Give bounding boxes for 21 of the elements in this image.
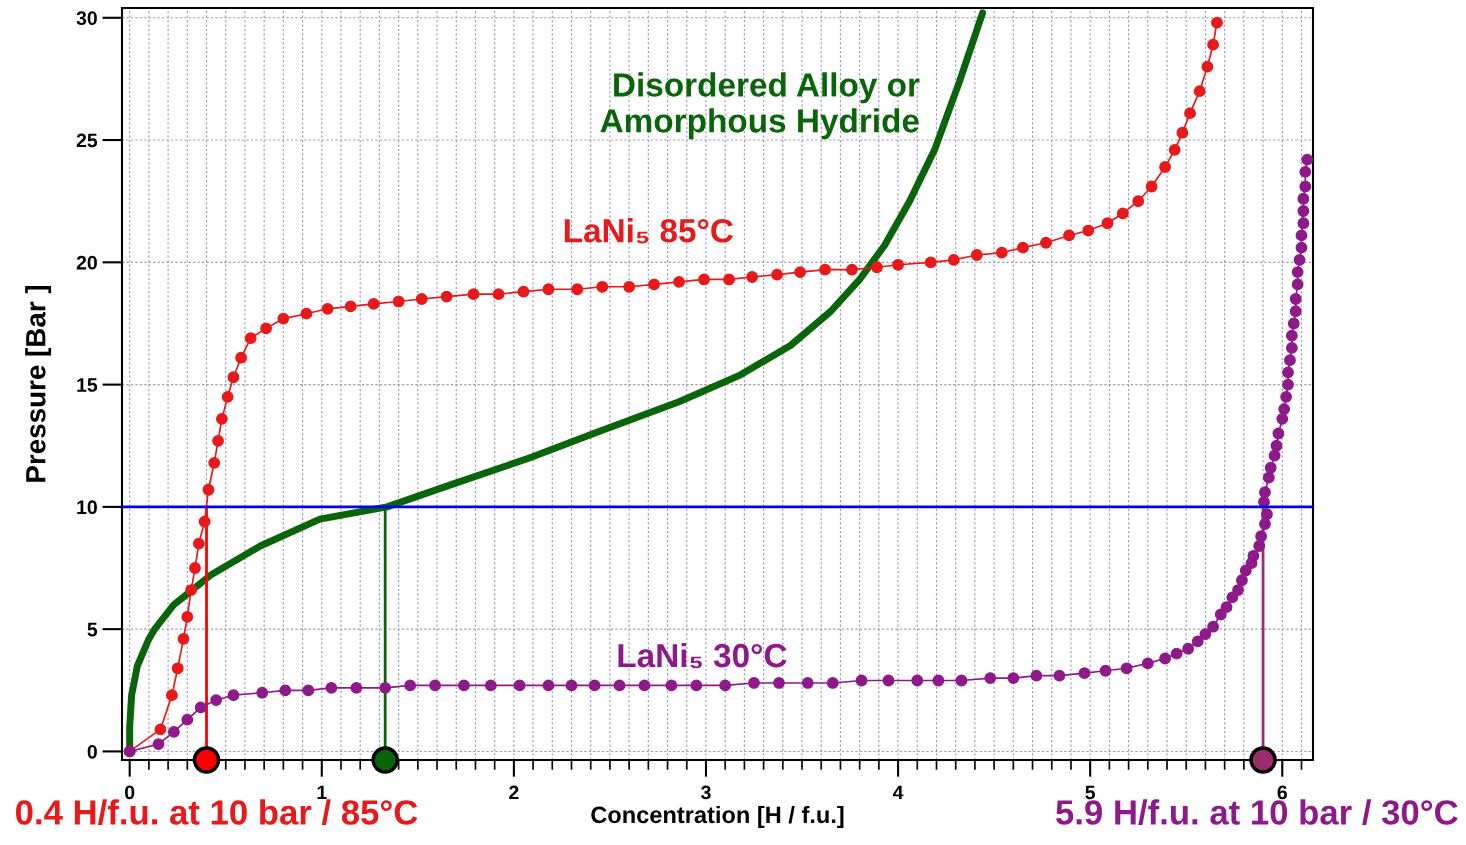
x-tick-label: 0: [125, 785, 135, 800]
y-tick-label: 25: [76, 133, 98, 148]
y-tick-label: 30: [76, 11, 97, 26]
y-tick-label: 20: [76, 255, 97, 270]
x-axis-title: Concentration [H / f.u.]: [591, 805, 844, 828]
x-tick-label: 6: [1277, 785, 1287, 800]
x-tick-label: 1: [317, 785, 327, 800]
y-tick-label: 10: [77, 500, 97, 515]
x-tick-label: 2: [509, 785, 519, 800]
x-tick-label: 4: [892, 785, 904, 800]
text: 5.9 H/f.u. at 10 bar / 30°C: [1056, 799, 1458, 826]
text: 0.4 H/f.u. at 10 bar / 85°C: [16, 799, 418, 826]
y-tick-label: 5: [87, 622, 98, 637]
x-tick-label: 5: [1085, 785, 1096, 800]
x-tick-label: 3: [701, 785, 711, 800]
y-axis-title: Pressure [Bar ]: [25, 285, 52, 482]
y-tick-label: 0: [87, 744, 97, 759]
series-label: LaNi₅ 85°C: [564, 218, 734, 244]
series-label: Disordered Alloy or Amorphous Hydride: [600, 72, 920, 140]
series-label: LaNi₅ 30°C: [618, 642, 787, 669]
y-tick-label: 15: [77, 378, 98, 392]
